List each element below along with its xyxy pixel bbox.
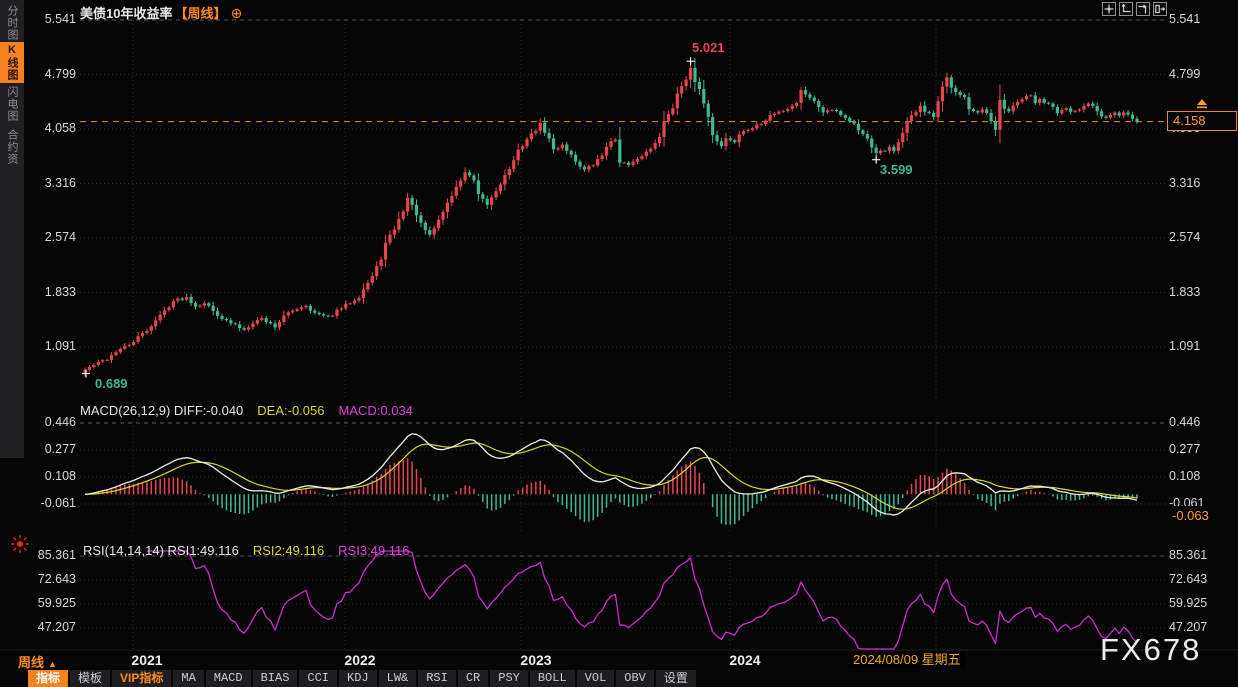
period-selector-label: 周线 <box>18 655 45 670</box>
macd-y-axis-label: -0.061 <box>40 496 76 510</box>
symbol-name: 美债10年收益率 <box>80 6 173 21</box>
crosshair-move-icon[interactable] <box>1102 2 1116 16</box>
rsi2-value: RSI2:49.116 <box>252 543 325 558</box>
rsi-params-rsi1: RSI(14,14,14) RSI1:49.116 <box>83 543 239 558</box>
toolbar-button-BOLL[interactable]: BOLL <box>529 670 575 687</box>
axis-zoom-vertical-icon[interactable] <box>1119 2 1133 16</box>
main-y-axis-label: 3.316 <box>44 175 76 190</box>
macd-y-axis-label: 0.277 <box>44 442 76 456</box>
macd-y-axis-label: 0.446 <box>44 415 76 429</box>
main-y-axis-label: 2.574 <box>44 230 76 244</box>
period-low-label: 0.689 <box>95 376 128 391</box>
year-label-2023: 2023 <box>520 652 552 668</box>
main-y-axis-label: 3.316 <box>1169 175 1201 190</box>
main-y-axis-label: 1.091 <box>1169 339 1201 353</box>
rsi3-value: RSI3:49.116 <box>338 543 410 558</box>
rsi-header: RSI(14,14,14) RSI1:49.116 RSI2:49.116 RSI3… <box>83 543 409 558</box>
main-y-axis-label: 1.833 <box>44 284 76 299</box>
period-tag: 【周线】 <box>174 6 227 21</box>
year-label-2024: 2024 <box>729 652 761 668</box>
main-y-axis-label: 4.058 <box>44 121 76 135</box>
period-selector[interactable]: 周线 ▲ <box>18 652 57 671</box>
toolbar-button-设置[interactable]: 设置 <box>655 670 696 687</box>
toolbar-button-CCI[interactable]: CCI <box>299 670 338 687</box>
toolbar-button-VIP指标[interactable]: VIP指标 <box>112 670 172 687</box>
year-label-2022: 2022 <box>344 652 376 668</box>
toolbar-button-CR[interactable]: CR <box>457 670 489 687</box>
last-date-label: 2024/08/09 星期五 <box>848 652 966 668</box>
main-y-axis-label: 4.799 <box>1169 66 1201 81</box>
toolbar-button-MA[interactable]: MA <box>173 670 204 687</box>
fx678-watermark: FX678 <box>1100 632 1202 667</box>
swing-low-label: 3.599 <box>880 162 913 177</box>
macd-dea-value: DEA:-0.056 <box>257 403 325 418</box>
macd-y-axis-label: 0.277 <box>1169 442 1201 456</box>
macd-y-axis-label: 0.108 <box>44 469 76 483</box>
indicator-toolbar: 指标 模板 VIP指标 MA MACD BIAS CCI KDJ LW& RSI CR PSY BOLL… <box>28 670 696 687</box>
sidebar-item-4[interactable]: 合约资料 <box>6 129 18 165</box>
macd-value-box: -0.063 <box>1167 506 1237 525</box>
chart-tool-icons <box>1102 2 1167 16</box>
macd-params-diff: MACD(26,12,9) DIFF:-0.040 <box>80 403 244 418</box>
rsi-y-axis-label: 85.361 <box>1169 548 1208 562</box>
sidebar-item-3[interactable]: 闪电图 <box>6 86 18 122</box>
main-y-axis-label: 2.574 <box>1169 230 1201 244</box>
axis-zoom-horizontal-icon[interactable] <box>1136 2 1150 16</box>
year-label-2021: 2021 <box>131 652 163 668</box>
rsi-y-axis-label: 72.643 <box>37 572 76 586</box>
macd-y-axis-label: 0.108 <box>1169 469 1201 483</box>
time-axis: 周线▲ 20212022202320242025 2024/08/09 星期五 <box>0 651 1238 671</box>
toolbar-button-指标[interactable]: 指标 <box>28 670 69 687</box>
period-high-label: 5.021 <box>692 40 725 55</box>
rsi-y-axis-label: 85.361 <box>37 548 76 562</box>
toolbar-button-PSY[interactable]: PSY <box>490 670 528 687</box>
toolbar-button-RSI[interactable]: RSI <box>418 670 456 687</box>
rsi-y-axis-label: 59.925 <box>1169 596 1208 610</box>
main-y-axis-label: 1.833 <box>1169 284 1201 299</box>
price-pin-icon <box>1197 99 1207 109</box>
chart-type-sidebar: 分时图K线图闪电图合约资料 <box>0 0 24 458</box>
rsi-y-axis-label: 59.925 <box>37 596 76 610</box>
macd-macd-value: MACD:0.034 <box>338 403 413 418</box>
macd-header: MACD(26,12,9) DIFF:-0.040 DEA:-0.056 MACD:… <box>80 403 413 418</box>
toolbar-button-MACD[interactable]: MACD <box>205 670 251 687</box>
toolbar-button-LW&[interactable]: LW& <box>378 670 417 687</box>
add-indicator-icon[interactable]: ⊕ <box>230 5 243 21</box>
main-y-axis-label: 1.091 <box>44 339 76 353</box>
last-price-box: 4.158 <box>1167 111 1237 131</box>
rsi-y-axis-label: 47.207 <box>37 620 76 634</box>
toolbar-button-VOL[interactable]: VOL <box>576 670 615 687</box>
rsi-y-axis-label: 47.207 <box>1169 620 1208 634</box>
sidebar-item-1[interactable]: 分时图 <box>6 5 18 41</box>
live-indicator-icon <box>11 535 29 553</box>
chart-title: 美债10年收益率 【周线】 ⊕ <box>80 3 242 22</box>
macd-y-axis-label: 0.446 <box>1169 415 1201 429</box>
toolbar-button-模板[interactable]: 模板 <box>70 670 111 687</box>
sidebar-item-2[interactable]: K线图 <box>0 42 24 83</box>
main-y-axis-label: 5.541 <box>44 12 76 26</box>
toolbar-button-BIAS[interactable]: BIAS <box>252 670 298 687</box>
toolbar-button-KDJ[interactable]: KDJ <box>339 670 377 687</box>
main-y-axis-label: 4.799 <box>44 66 76 81</box>
rsi-y-axis-label: 72.643 <box>1169 572 1208 586</box>
pane-shift-icon[interactable] <box>1153 2 1167 16</box>
period-selector-arrow-icon: ▲ <box>48 659 57 669</box>
toolbar-button-OBV[interactable]: OBV <box>616 670 654 687</box>
main-y-axis-label: 5.541 <box>1169 12 1201 26</box>
